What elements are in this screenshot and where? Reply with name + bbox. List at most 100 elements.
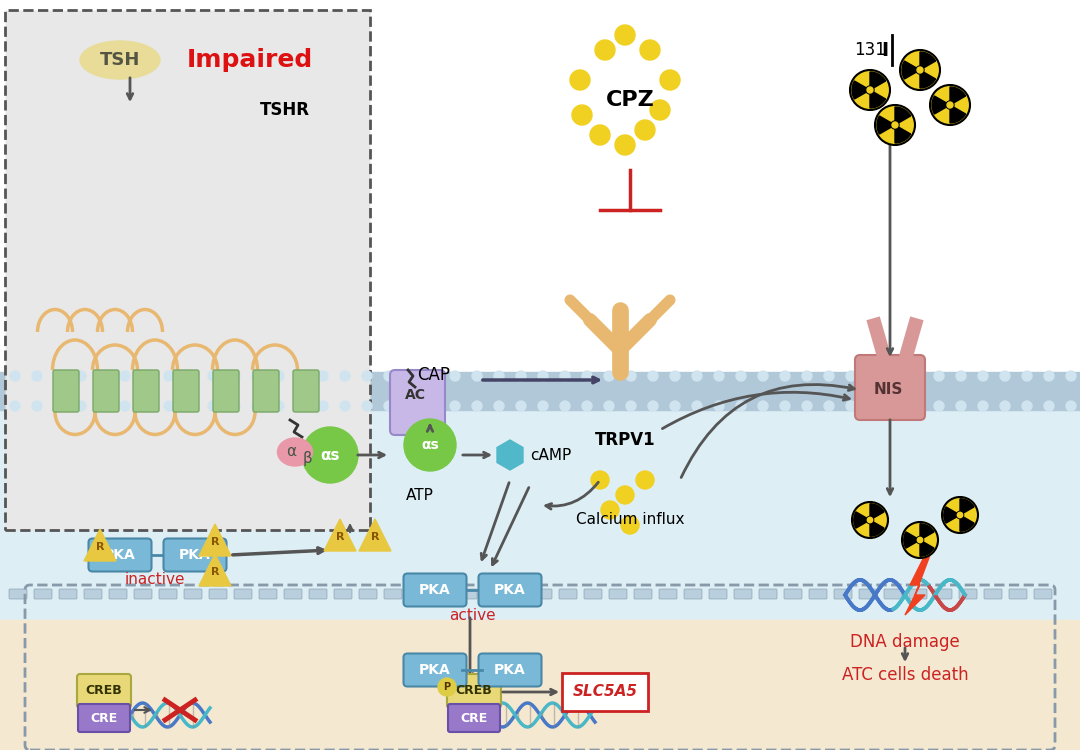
Circle shape — [1000, 401, 1010, 411]
Circle shape — [978, 371, 988, 381]
Circle shape — [934, 401, 944, 411]
Circle shape — [494, 401, 504, 411]
Circle shape — [428, 371, 438, 381]
Bar — [0, 0, 1080, 380]
Text: TSHR: TSHR — [260, 101, 310, 119]
Circle shape — [340, 371, 350, 381]
Circle shape — [591, 471, 609, 489]
Circle shape — [626, 401, 636, 411]
Circle shape — [758, 401, 768, 411]
Circle shape — [582, 371, 592, 381]
Circle shape — [32, 401, 42, 411]
Circle shape — [404, 419, 456, 471]
Polygon shape — [870, 520, 885, 536]
Circle shape — [1000, 371, 1010, 381]
FancyBboxPatch shape — [959, 589, 977, 599]
Text: β: β — [302, 452, 312, 466]
Text: DNA damage: DNA damage — [850, 633, 960, 651]
Circle shape — [384, 401, 394, 411]
FancyBboxPatch shape — [78, 704, 130, 732]
FancyBboxPatch shape — [759, 589, 777, 599]
Circle shape — [892, 122, 897, 128]
Circle shape — [590, 125, 610, 145]
Circle shape — [141, 371, 152, 381]
FancyBboxPatch shape — [384, 589, 402, 599]
FancyBboxPatch shape — [309, 589, 327, 599]
FancyBboxPatch shape — [834, 589, 852, 599]
FancyBboxPatch shape — [447, 674, 501, 708]
Circle shape — [428, 401, 438, 411]
Circle shape — [595, 40, 615, 60]
Bar — [0, 620, 1080, 750]
Polygon shape — [852, 81, 870, 99]
Text: ATP: ATP — [406, 488, 434, 502]
Circle shape — [450, 401, 460, 411]
Circle shape — [252, 371, 262, 381]
FancyBboxPatch shape — [359, 589, 377, 599]
FancyBboxPatch shape — [478, 574, 541, 607]
Circle shape — [340, 401, 350, 411]
Circle shape — [660, 70, 680, 90]
Circle shape — [538, 401, 548, 411]
FancyBboxPatch shape — [859, 589, 877, 599]
Circle shape — [868, 401, 878, 411]
Circle shape — [600, 501, 619, 519]
Circle shape — [890, 401, 900, 411]
Text: TRPV1: TRPV1 — [595, 431, 656, 449]
Circle shape — [561, 401, 570, 411]
Polygon shape — [920, 540, 934, 556]
Polygon shape — [960, 515, 974, 531]
Circle shape — [956, 371, 966, 381]
Polygon shape — [870, 90, 886, 108]
Circle shape — [912, 371, 922, 381]
FancyBboxPatch shape — [404, 574, 467, 607]
Text: SLC5A5: SLC5A5 — [572, 685, 637, 700]
Circle shape — [472, 371, 482, 381]
FancyBboxPatch shape — [89, 538, 151, 572]
FancyBboxPatch shape — [163, 538, 227, 572]
Circle shape — [670, 371, 680, 381]
Circle shape — [582, 401, 592, 411]
Circle shape — [1044, 371, 1054, 381]
Circle shape — [735, 401, 746, 411]
Circle shape — [636, 471, 654, 489]
Circle shape — [934, 371, 944, 381]
FancyBboxPatch shape — [134, 589, 152, 599]
Circle shape — [296, 371, 306, 381]
Circle shape — [900, 50, 940, 90]
FancyBboxPatch shape — [184, 589, 202, 599]
Bar — [0, 380, 1080, 670]
Circle shape — [438, 678, 456, 696]
Circle shape — [947, 102, 953, 108]
Polygon shape — [84, 529, 116, 561]
Circle shape — [230, 401, 240, 411]
Circle shape — [570, 70, 590, 90]
Text: αs: αs — [321, 448, 340, 463]
Circle shape — [208, 371, 218, 381]
Polygon shape — [359, 519, 391, 551]
FancyBboxPatch shape — [855, 355, 924, 420]
FancyBboxPatch shape — [159, 589, 177, 599]
Text: PKA: PKA — [179, 548, 211, 562]
Circle shape — [912, 401, 922, 411]
Circle shape — [98, 371, 108, 381]
FancyBboxPatch shape — [133, 370, 159, 412]
Circle shape — [76, 371, 86, 381]
Polygon shape — [920, 524, 934, 540]
Circle shape — [186, 401, 195, 411]
Polygon shape — [895, 107, 910, 125]
FancyBboxPatch shape — [404, 653, 467, 686]
FancyBboxPatch shape — [93, 370, 119, 412]
Circle shape — [494, 371, 504, 381]
FancyBboxPatch shape — [33, 589, 52, 599]
FancyBboxPatch shape — [484, 589, 502, 599]
Circle shape — [917, 537, 922, 543]
Circle shape — [164, 401, 174, 411]
Circle shape — [714, 401, 724, 411]
Circle shape — [917, 536, 923, 544]
FancyBboxPatch shape — [9, 589, 27, 599]
Circle shape — [930, 85, 970, 125]
Circle shape — [302, 427, 357, 483]
Circle shape — [76, 401, 86, 411]
Circle shape — [635, 120, 654, 140]
